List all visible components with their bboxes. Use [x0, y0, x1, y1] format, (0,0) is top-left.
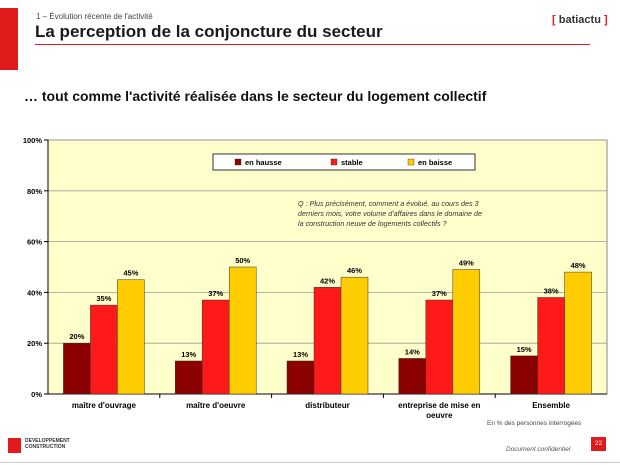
data-label: 49%	[459, 259, 474, 268]
y-tick-label: 20%	[27, 339, 42, 348]
data-label: 38%	[544, 286, 559, 295]
data-label: 50%	[235, 256, 250, 265]
logo-text: DEVELOPPEMENT CONSTRUCTION	[25, 438, 70, 450]
bar-stable	[313, 287, 342, 395]
brand-bracket-close: ]	[603, 14, 608, 26]
bar-stable	[201, 299, 230, 395]
bar-en-baisse	[564, 271, 592, 395]
x-tick-label: oeuvre	[426, 411, 453, 420]
header-divider	[35, 44, 590, 45]
legend-label: stable	[341, 158, 363, 167]
brand-bracket-open: [	[552, 14, 556, 26]
bar-en-baisse	[340, 276, 369, 395]
y-tick-label: 60%	[27, 238, 42, 247]
bar-stable	[537, 297, 565, 395]
x-tick-label: maître d'oeuvre	[186, 401, 246, 410]
data-label: 37%	[432, 289, 447, 298]
data-label: 15%	[517, 345, 532, 354]
data-label: 48%	[571, 261, 586, 270]
page-number: 22	[591, 437, 606, 451]
y-tick-label: 80%	[27, 187, 42, 196]
chart-note: En % des personnes interrogées	[487, 420, 582, 427]
y-tick-label: 0%	[31, 390, 42, 399]
data-label: 35%	[96, 294, 111, 303]
x-tick-label: maître d'ouvrage	[72, 401, 137, 410]
headline: … tout comme l'activité réalisée dans le…	[24, 88, 487, 104]
company-logo: DEVELOPPEMENT CONSTRUCTION	[8, 436, 78, 458]
brand-name: batiactu	[558, 14, 601, 26]
accent-bar	[0, 8, 18, 70]
chart-annotation: la construction neuve de logements colle…	[298, 219, 447, 228]
data-label: 13%	[181, 350, 196, 359]
legend-label: en baisse	[418, 158, 452, 167]
legend-label: en hausse	[245, 158, 282, 167]
legend-box	[212, 153, 476, 171]
bar-stable	[425, 299, 454, 395]
data-label: 46%	[347, 266, 362, 275]
chart-annotation: Q : Plus précisément, comment a évolué, …	[298, 199, 479, 208]
confidential-label: Document confidentiel	[506, 446, 571, 453]
bar-en-hausse	[63, 342, 91, 395]
chart-annotation: derniers mois, votre volume d'affaires d…	[298, 209, 482, 218]
legend-swatch	[234, 158, 242, 166]
bar-en-hausse	[286, 360, 315, 395]
x-tick-label: entreprise de mise en	[398, 401, 480, 410]
bar-en-hausse	[174, 360, 203, 395]
bar-en-baisse	[117, 279, 145, 395]
y-tick-label: 40%	[27, 288, 42, 297]
data-label: 42%	[320, 276, 335, 285]
logo-text-line2: CONSTRUCTION	[25, 444, 66, 450]
y-tick-label: 100%	[23, 136, 43, 145]
logo-text-line1: DEVELOPPEMENT	[25, 438, 70, 444]
page-title: La perception de la conjoncture du secte…	[35, 22, 383, 41]
legend-swatch	[407, 158, 415, 166]
x-tick-label: Ensemble	[532, 401, 570, 410]
footer-divider	[0, 462, 620, 463]
data-label: 14%	[405, 347, 420, 356]
data-label: 20%	[69, 332, 84, 341]
data-label: 13%	[293, 350, 308, 359]
logo-square	[8, 438, 21, 453]
bar-en-baisse	[452, 269, 481, 395]
legend-swatch	[330, 158, 338, 166]
brand-logo: [ batiactu ]	[552, 14, 608, 26]
bar-en-hausse	[398, 358, 427, 395]
bar-stable	[90, 304, 118, 395]
bar-en-hausse	[510, 355, 538, 395]
bar-en-baisse	[228, 266, 257, 395]
x-tick-label: distributeur	[305, 401, 349, 410]
data-label: 45%	[123, 269, 138, 278]
data-label: 37%	[208, 289, 223, 298]
section-subtitle: 1 – Évolution récente de l'activité	[36, 12, 153, 21]
